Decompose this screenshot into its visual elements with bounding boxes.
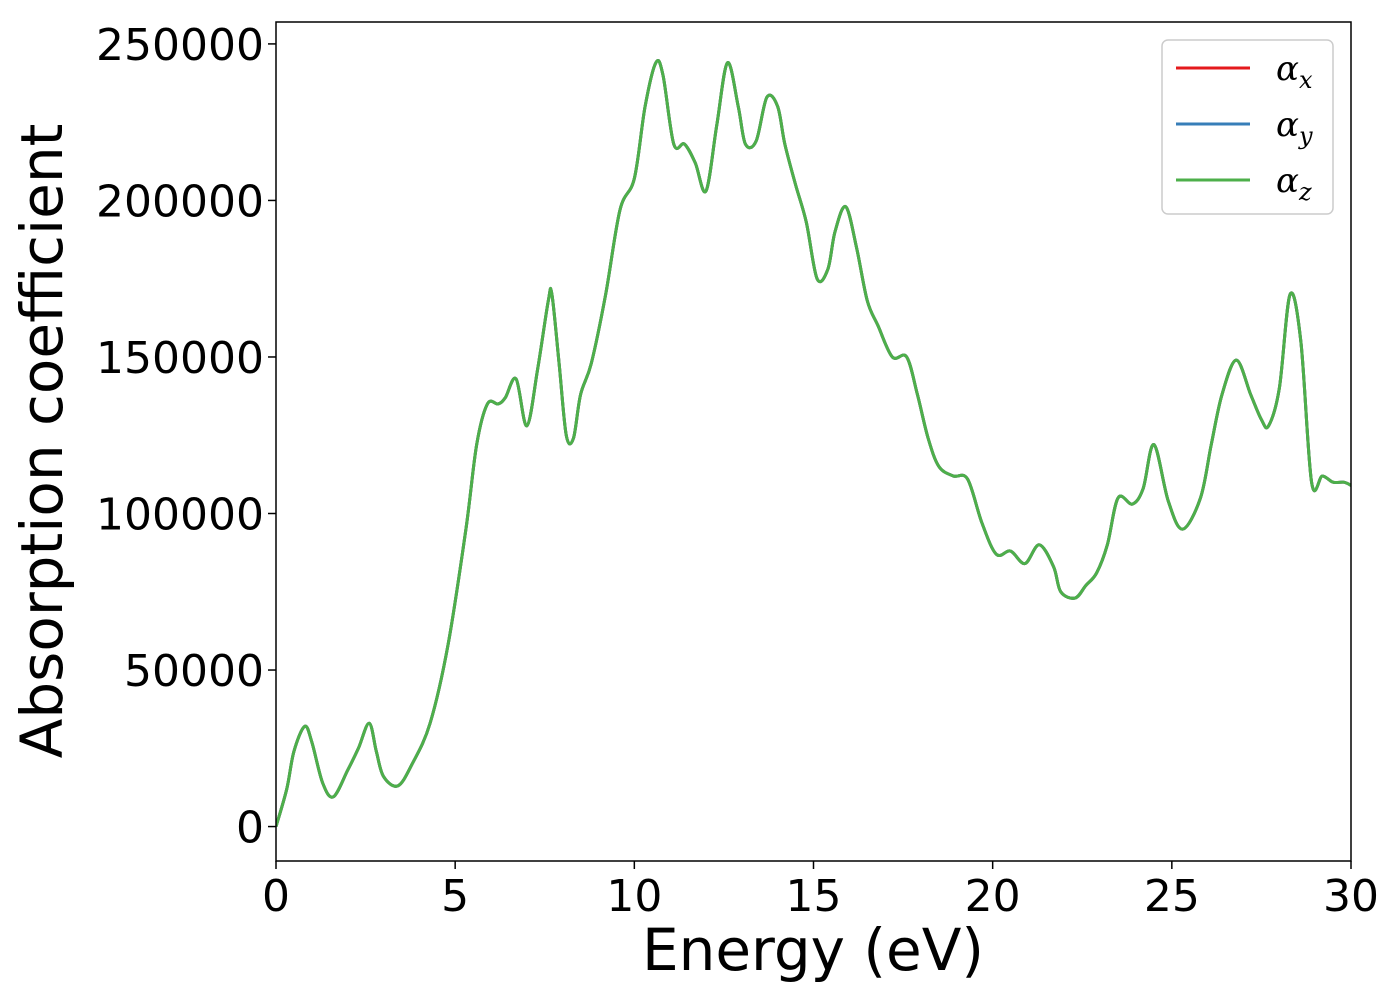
x-tick-label: 20 xyxy=(965,871,1021,922)
x-tick-label: 5 xyxy=(441,871,469,922)
y-tick-label: 250000 xyxy=(96,20,264,71)
y-tick-label: 50000 xyxy=(124,646,264,697)
legend-box xyxy=(1161,39,1334,215)
x-axis-ticks: 0 5 10 15 20 25 30 xyxy=(262,861,1379,922)
legend-label-alpha-y: αy xyxy=(1276,105,1313,150)
x-tick-label: 15 xyxy=(786,871,842,922)
legend: αx αy αz xyxy=(1161,39,1334,215)
y-tick-label: 0 xyxy=(236,803,264,854)
legend-items: αx αy αz xyxy=(1176,49,1313,206)
y-axis-label: Absorption coefficient xyxy=(8,124,76,759)
legend-label-alpha-z: αz xyxy=(1276,161,1312,206)
x-tick-label: 30 xyxy=(1323,871,1379,922)
y-axis-ticks: 0 50000 100000 150000 200000 250000 xyxy=(96,20,276,854)
y-tick-label: 100000 xyxy=(96,490,264,541)
y-tick-label: 150000 xyxy=(96,333,264,384)
y-tick-label: 200000 xyxy=(96,176,264,227)
x-tick-label: 10 xyxy=(606,871,662,922)
x-tick-label: 0 xyxy=(262,871,290,922)
x-axis-label: Energy (eV) xyxy=(642,916,984,984)
series-layer xyxy=(276,59,1351,827)
legend-label-alpha-x: αx xyxy=(1276,49,1313,94)
x-tick-label: 25 xyxy=(1144,871,1200,922)
series-line-alpha-z xyxy=(276,59,1351,827)
